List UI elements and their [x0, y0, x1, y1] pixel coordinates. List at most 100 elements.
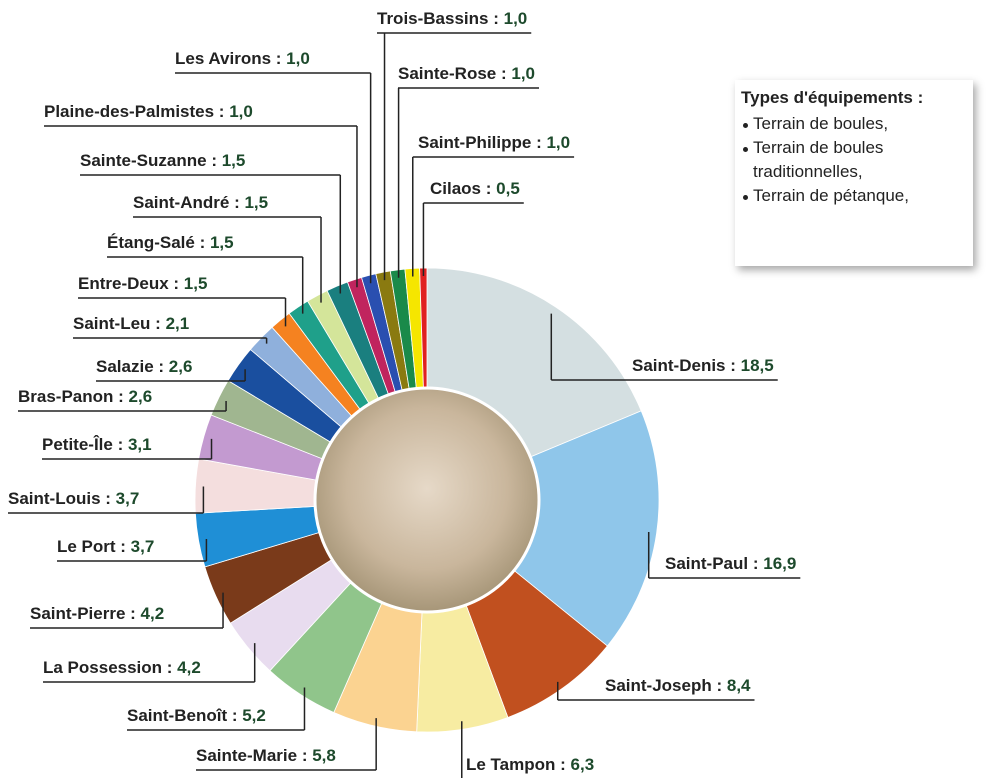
- category-name: Saint-Leu: [73, 314, 150, 333]
- slice-label: Sainte-Rose : 1,0: [398, 64, 535, 83]
- value-label: 1,0: [511, 64, 535, 83]
- leader-line: [73, 337, 268, 344]
- value-label: 1,0: [229, 102, 253, 121]
- value-label: 1,5: [222, 151, 246, 170]
- value-label: 2,1: [166, 314, 190, 333]
- leader-line: [556, 681, 755, 701]
- leader-line: [8, 486, 205, 514]
- separator: :: [162, 658, 177, 677]
- category-name: Sainte-Rose: [398, 64, 496, 83]
- value-label: 4,2: [141, 604, 165, 623]
- leader-line: [107, 256, 304, 314]
- category-name: Salazie: [96, 357, 154, 376]
- separator: :: [531, 133, 546, 152]
- category-name: Saint-Paul: [665, 554, 748, 573]
- category-name: Trois-Bassins: [377, 9, 489, 28]
- category-name: Bras-Panon: [18, 387, 113, 406]
- category-name: La Possession: [43, 658, 162, 677]
- category-name: Sainte-Marie: [196, 746, 297, 765]
- leader-line: [461, 721, 463, 778]
- slice-label: Trois-Bassins : 1,0: [377, 9, 527, 28]
- leader-line: [397, 87, 539, 278]
- slice-label: Sainte-Suzanne : 1,5: [80, 151, 245, 170]
- value-label: 1,5: [210, 233, 234, 252]
- leader-line: [42, 438, 213, 460]
- separator: :: [297, 746, 312, 765]
- separator: :: [496, 64, 511, 83]
- separator: :: [229, 193, 244, 212]
- value-label: 1,0: [546, 133, 570, 152]
- center-photo: [313, 386, 541, 614]
- separator: :: [271, 49, 286, 68]
- value-label: 2,6: [129, 387, 153, 406]
- leader-line: [18, 400, 227, 412]
- category-name: Saint-André: [133, 193, 229, 212]
- legend-item: Terrain de pétanque,: [741, 184, 923, 208]
- legend-item: Terrain de boules,: [741, 112, 923, 136]
- value-label: 5,8: [312, 746, 336, 765]
- category-name: Le Tampon: [466, 755, 555, 774]
- category-name: Petite-Île: [42, 435, 113, 454]
- slice-label: Les Avirons : 1,0: [175, 49, 310, 68]
- slice-label: Petite-Île : 3,1: [42, 435, 152, 454]
- separator: :: [116, 537, 131, 556]
- leader-line: [57, 538, 208, 562]
- slice-label: Plaine-des-Palmistes : 1,0: [44, 102, 253, 121]
- value-label: 3,1: [128, 435, 152, 454]
- slice-label: Saint-Denis : 18,5: [632, 356, 774, 375]
- value-label: 18,5: [741, 356, 774, 375]
- slice-label: Saint-Paul : 16,9: [665, 554, 796, 573]
- value-label: 8,4: [727, 676, 751, 695]
- leader-line: [80, 174, 342, 294]
- category-name: Saint-Pierre: [30, 604, 125, 623]
- slice-label: La Possession : 4,2: [43, 658, 201, 677]
- category-name: Entre-Deux: [78, 274, 169, 293]
- slice-label: Le Port : 3,7: [57, 537, 154, 556]
- value-label: 0,5: [496, 179, 520, 198]
- value-label: 3,7: [116, 489, 140, 508]
- separator: :: [227, 706, 242, 725]
- leader-line: [412, 156, 575, 277]
- separator: :: [726, 356, 741, 375]
- value-label: 6,3: [571, 755, 595, 774]
- leader-line: [30, 592, 224, 629]
- slice-label: Saint-Leu : 2,1: [73, 314, 189, 333]
- leader-line: [550, 313, 778, 381]
- slice-label: Le Tampon : 6,3: [466, 755, 594, 774]
- leader-line: [196, 718, 377, 771]
- slice-label: Entre-Deux : 1,5: [78, 274, 207, 293]
- separator: :: [150, 314, 165, 333]
- slice-label: Cilaos : 0,5: [430, 179, 520, 198]
- slice-label: Saint-Joseph : 8,4: [605, 676, 751, 695]
- leader-line: [422, 202, 524, 277]
- slices: [194, 267, 660, 733]
- value-label: 1,0: [504, 9, 528, 28]
- slice-label: Saint-André : 1,5: [133, 193, 268, 212]
- separator: :: [101, 489, 116, 508]
- value-label: 1,0: [286, 49, 310, 68]
- value-label: 1,5: [184, 274, 208, 293]
- category-name: Plaine-des-Palmistes: [44, 102, 214, 121]
- category-name: Saint-Louis: [8, 489, 101, 508]
- leader-line: [127, 687, 306, 731]
- category-name: Saint-Joseph: [605, 676, 712, 695]
- category-name: Les Avirons: [175, 49, 271, 68]
- separator: :: [555, 755, 570, 774]
- value-label: 16,9: [763, 554, 796, 573]
- value-label: 1,5: [244, 193, 268, 212]
- separator: :: [207, 151, 222, 170]
- category-name: Saint-Philippe: [418, 133, 531, 152]
- separator: :: [169, 274, 184, 293]
- leader-line: [96, 369, 246, 382]
- leader-line: [133, 216, 322, 303]
- legend-box: Types d'équipements : Terrain de boules,…: [735, 80, 973, 266]
- value-label: 5,2: [242, 706, 266, 725]
- leader-line: [43, 643, 256, 683]
- separator: :: [489, 9, 504, 28]
- leader-line: [377, 32, 532, 281]
- value-label: 2,6: [169, 357, 193, 376]
